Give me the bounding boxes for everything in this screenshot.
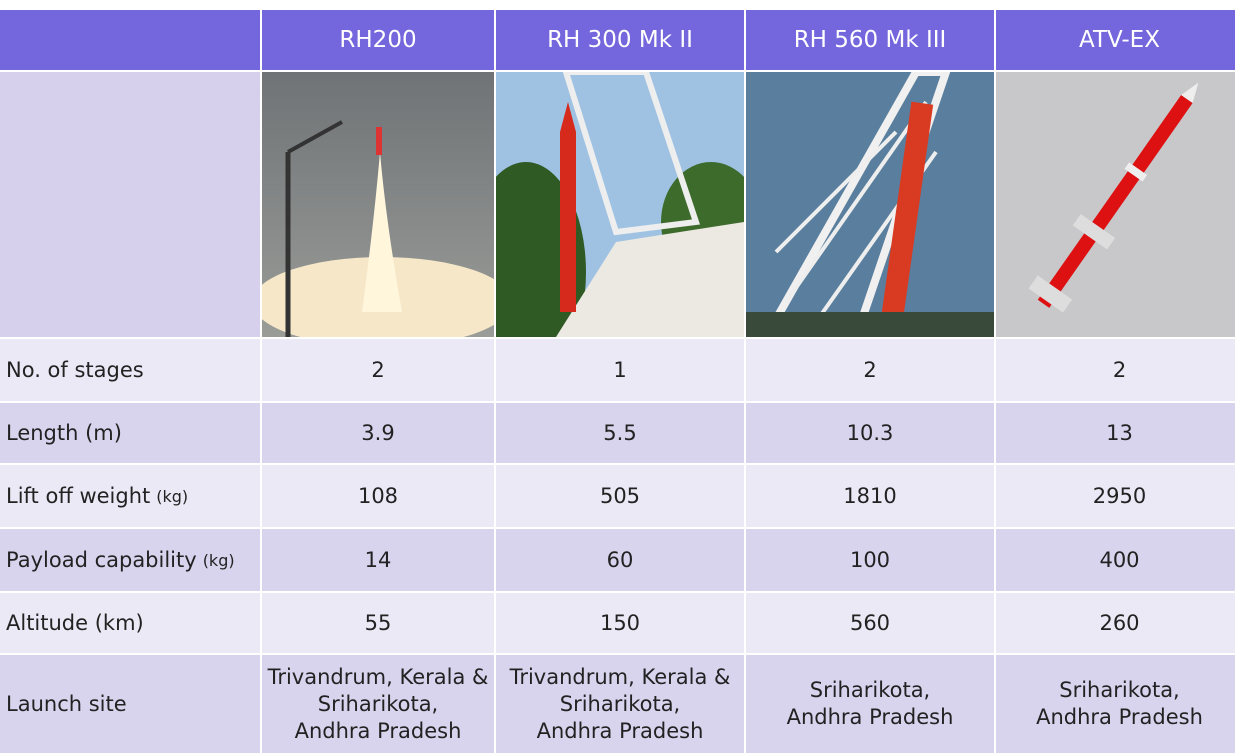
column-header: RH200 bbox=[262, 10, 494, 70]
row-label-cell: Payload capability (kg) bbox=[0, 529, 260, 591]
value-line: Andhra Pradesh bbox=[294, 718, 462, 743]
value-cell: 5.5 bbox=[496, 403, 744, 463]
row-label: Altitude (km) bbox=[6, 610, 144, 635]
column-header: RH 560 Mk III bbox=[746, 10, 994, 70]
corner-cell bbox=[0, 10, 260, 70]
row-label: Length (m) bbox=[6, 420, 122, 445]
value-cell: Sriharikota, Andhra Pradesh bbox=[746, 655, 994, 753]
value-line: Sriharikota, bbox=[559, 691, 681, 716]
value-cell: 560 bbox=[746, 593, 994, 653]
value-cell: 505 bbox=[496, 465, 744, 527]
value-line: Trivandrum, Kerala & bbox=[509, 664, 731, 689]
value-cell: 150 bbox=[496, 593, 744, 653]
row-label-cell: No. of stages bbox=[0, 339, 260, 401]
value-cell: Trivandrum, Kerala & Sriharikota, Andhra P… bbox=[496, 655, 744, 753]
value-cell: 108 bbox=[262, 465, 494, 527]
value-cell: 10.3 bbox=[746, 403, 994, 463]
row-label-cell: Length (m) bbox=[0, 403, 260, 463]
column-header: RH 300 Mk II bbox=[496, 10, 744, 70]
comparison-table: RH200 RH 300 Mk II RH 560 Mk III ATV-EX … bbox=[0, 10, 1235, 753]
value-cell: 3.9 bbox=[262, 403, 494, 463]
value-cell: 2 bbox=[996, 339, 1235, 401]
value-cell: 13 bbox=[996, 403, 1235, 463]
value-line: Trivandrum, Kerala & bbox=[267, 664, 489, 689]
value-cell: 400 bbox=[996, 529, 1235, 591]
value-cell: 2 bbox=[262, 339, 494, 401]
value-cell: 260 bbox=[996, 593, 1235, 653]
value-cell: Trivandrum, Kerala & Sriharikota, Andhra P… bbox=[262, 655, 494, 753]
column-header: ATV-EX bbox=[996, 10, 1235, 70]
row-label-cell: Lift off weight (kg) bbox=[0, 465, 260, 527]
row-unit: (kg) bbox=[156, 486, 189, 506]
value-cell: 2 bbox=[746, 339, 994, 401]
value-cell: 14 bbox=[262, 529, 494, 591]
rocket-photo bbox=[262, 72, 494, 337]
value-line: Andhra Pradesh bbox=[1036, 705, 1203, 729]
value-cell: 55 bbox=[262, 593, 494, 653]
value-cell: 1810 bbox=[746, 465, 994, 527]
row-label: Lift off weight bbox=[6, 483, 151, 508]
rocket-photo bbox=[996, 72, 1235, 337]
row-unit: (kg) bbox=[202, 550, 235, 570]
row-label: No. of stages bbox=[6, 357, 144, 382]
value-cell: Sriharikota, Andhra Pradesh bbox=[996, 655, 1235, 753]
image-label-cell bbox=[0, 72, 260, 337]
rocket-photo bbox=[746, 72, 994, 337]
value-cell: 60 bbox=[496, 529, 744, 591]
value-line: Sriharikota, bbox=[809, 678, 931, 702]
value-line: Sriharikota, bbox=[317, 691, 439, 716]
row-label: Launch site bbox=[6, 691, 127, 716]
row-label-cell: Altitude (km) bbox=[0, 593, 260, 653]
row-label-cell: Launch site bbox=[0, 655, 260, 753]
value-cell: 1 bbox=[496, 339, 744, 401]
rocket-photo bbox=[496, 72, 744, 337]
value-cell: 100 bbox=[746, 529, 994, 591]
value-cell: 2950 bbox=[996, 465, 1235, 527]
value-line: Andhra Pradesh bbox=[786, 705, 954, 729]
value-line: Sriharikota, bbox=[1059, 678, 1180, 702]
value-line: Andhra Pradesh bbox=[536, 718, 704, 743]
row-label: Payload capability bbox=[6, 547, 197, 572]
